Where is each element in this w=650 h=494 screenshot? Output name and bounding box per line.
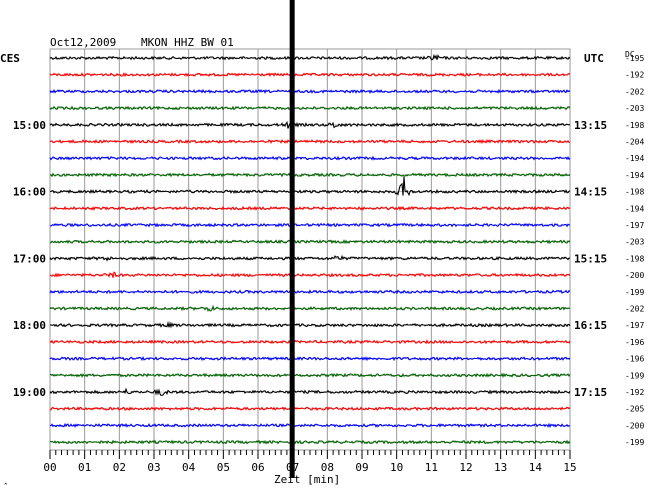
trace-line <box>49 289 571 295</box>
dc-offset-label: -192 <box>625 71 644 80</box>
left-time-label: 17:00 <box>13 252 46 265</box>
trace-line <box>49 271 571 278</box>
x-tick-label: 01 <box>78 461 91 474</box>
x-tick-label: 13 <box>494 461 507 474</box>
trace-line <box>49 120 571 129</box>
trace-line <box>49 53 571 61</box>
dc-offset-label: -200 <box>625 271 644 280</box>
left-time-label: 19:00 <box>13 386 46 399</box>
x-tick-label: 08 <box>321 461 334 474</box>
dc-offset-label: -198 <box>625 121 644 130</box>
trace-line <box>49 320 571 329</box>
x-tick-label: 14 <box>529 461 543 474</box>
grid-layer <box>49 48 571 459</box>
dc-offset-label: -194 <box>625 171 644 180</box>
trace-line <box>49 304 571 312</box>
left-time-label: 18:00 <box>13 319 46 332</box>
x-axis-label: Zeit [min] <box>274 473 340 486</box>
chart-date: Oct12,2009 <box>50 36 116 49</box>
dc-offset-label: -194 <box>625 154 644 163</box>
chart-station: MKON HHZ BW 01 <box>141 36 234 49</box>
x-tick-label: 04 <box>182 461 196 474</box>
plot-frame <box>49 48 571 451</box>
trace-line <box>49 254 571 262</box>
right-time-label: 15:15 <box>574 252 607 265</box>
x-tick-label: 10 <box>390 461 403 474</box>
right-time-label: 17:15 <box>574 386 607 399</box>
trace-line <box>49 355 571 362</box>
left-axis-title: CES <box>0 52 20 65</box>
dc-offset-label: -203 <box>625 238 644 247</box>
dc-offset-label: -194 <box>625 204 644 213</box>
trace-line <box>49 422 571 429</box>
trace-line <box>49 239 571 245</box>
dc-offset-label: -195 <box>625 54 644 63</box>
trace-layer <box>49 0 571 478</box>
trace-line <box>49 155 571 161</box>
dc-offset-label: -196 <box>625 338 644 347</box>
dc-offset-label: -198 <box>625 188 644 197</box>
dc-title: DC <box>625 50 635 59</box>
left-time-label: 16:00 <box>13 186 46 199</box>
dc-offset-label: -197 <box>625 221 644 230</box>
x-tick-label: 00 <box>43 461 56 474</box>
dc-offset-label: -199 <box>625 288 644 297</box>
dc-offset-label: -205 <box>625 405 644 414</box>
trace-line <box>49 88 571 95</box>
dc-offset-label: -200 <box>625 421 644 430</box>
dc-offset-label: -202 <box>625 87 644 96</box>
x-tick-label: 15 <box>563 461 576 474</box>
x-tick-label: 03 <box>147 461 160 474</box>
trace-line <box>49 71 571 78</box>
trace-line <box>49 406 571 412</box>
trace-line <box>49 439 571 445</box>
x-tick-label: 12 <box>459 461 472 474</box>
trace-line <box>50 222 570 228</box>
trace-line <box>49 176 571 197</box>
dc-offset-label: -192 <box>625 388 644 397</box>
trace-line <box>49 372 571 379</box>
dc-offset-label: -203 <box>625 104 644 113</box>
trace-line <box>49 205 571 212</box>
right-time-label: 13:15 <box>574 119 607 132</box>
left-time-label: 15:00 <box>13 119 46 132</box>
dc-offset-label: -198 <box>625 254 644 263</box>
x-tick-label: 11 <box>425 461 438 474</box>
right-axis-title: UTC <box>584 52 604 65</box>
x-tick-label: 02 <box>113 461 126 474</box>
dc-offset-label: -197 <box>625 321 644 330</box>
trace-line <box>49 339 571 345</box>
right-time-label: 14:15 <box>574 186 607 199</box>
corner-mark: ˆ <box>3 482 8 493</box>
x-tick-label: 07 <box>286 461 299 474</box>
label-layer: 00 01 02 03 04 05 06 07 08 09 10 11 12 13 14 15 -195 -192… <box>13 54 645 474</box>
x-tick-label: 09 <box>355 461 368 474</box>
x-tick-label: 06 <box>251 461 264 474</box>
trace-line <box>49 387 571 397</box>
dc-offset-label: -199 <box>625 438 644 447</box>
right-time-label: 16:15 <box>574 319 607 332</box>
trace-line <box>49 172 571 178</box>
trace-line <box>49 105 571 111</box>
dc-offset-label: -196 <box>625 355 644 364</box>
trace-line <box>49 138 571 145</box>
dc-offset-label: -199 <box>625 371 644 380</box>
dc-offset-label: -202 <box>625 305 644 314</box>
x-tick-label: 05 <box>217 461 230 474</box>
dc-offset-label: -204 <box>625 138 644 147</box>
